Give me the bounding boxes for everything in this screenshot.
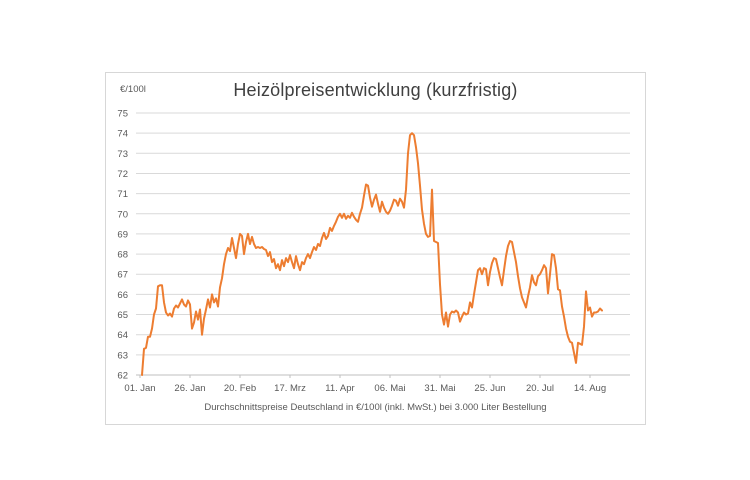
svg-text:01. Jan: 01. Jan [124, 383, 155, 394]
svg-text:20. Feb: 20. Feb [224, 383, 256, 394]
gridlines [136, 112, 630, 376]
x-axis-ticks [139, 375, 591, 378]
chart-caption: Durchschnittspreise Deutschland in €/100… [204, 402, 547, 413]
svg-text:20. Jul: 20. Jul [526, 383, 554, 394]
svg-text:25. Jun: 25. Jun [474, 383, 505, 394]
y-axis-labels: 62 63 64 65 66 67 68 69 70 71 72 73 74 75 [117, 109, 128, 382]
heating-oil-price-chart: 62 63 64 65 66 67 68 69 70 71 72 73 74 75 01. Jan 26. … [105, 72, 646, 425]
svg-text:75: 75 [117, 109, 128, 120]
svg-text:17. Mrz: 17. Mrz [274, 383, 306, 394]
price-chart-svg: 62 63 64 65 66 67 68 69 70 71 72 73 74 75 01. Jan 26. … [117, 109, 630, 394]
y-axis-unit-label: €/100l [120, 84, 146, 95]
svg-text:31. Mai: 31. Mai [424, 383, 455, 394]
svg-text:67: 67 [117, 270, 128, 281]
chart-title: Heizölpreisentwicklung (kurzfristig) [233, 80, 518, 100]
svg-text:62: 62 [117, 371, 128, 382]
price-line [141, 132, 603, 376]
svg-text:70: 70 [117, 209, 128, 220]
svg-text:14. Aug: 14. Aug [574, 383, 606, 394]
svg-text:26. Jan: 26. Jan [174, 383, 205, 394]
svg-text:06. Mai: 06. Mai [374, 383, 405, 394]
svg-text:65: 65 [117, 310, 128, 321]
svg-text:66: 66 [117, 290, 128, 301]
x-axis-labels: 01. Jan 26. Jan 20. Feb 17. Mrz 11. Apr 06. M… [124, 383, 606, 394]
svg-text:74: 74 [117, 129, 128, 140]
svg-text:73: 73 [117, 149, 128, 160]
svg-text:68: 68 [117, 250, 128, 261]
svg-text:72: 72 [117, 169, 128, 180]
svg-text:69: 69 [117, 229, 128, 240]
svg-text:11. Apr: 11. Apr [325, 383, 354, 394]
svg-text:64: 64 [117, 330, 128, 341]
svg-text:71: 71 [117, 189, 128, 200]
svg-text:63: 63 [117, 350, 128, 361]
